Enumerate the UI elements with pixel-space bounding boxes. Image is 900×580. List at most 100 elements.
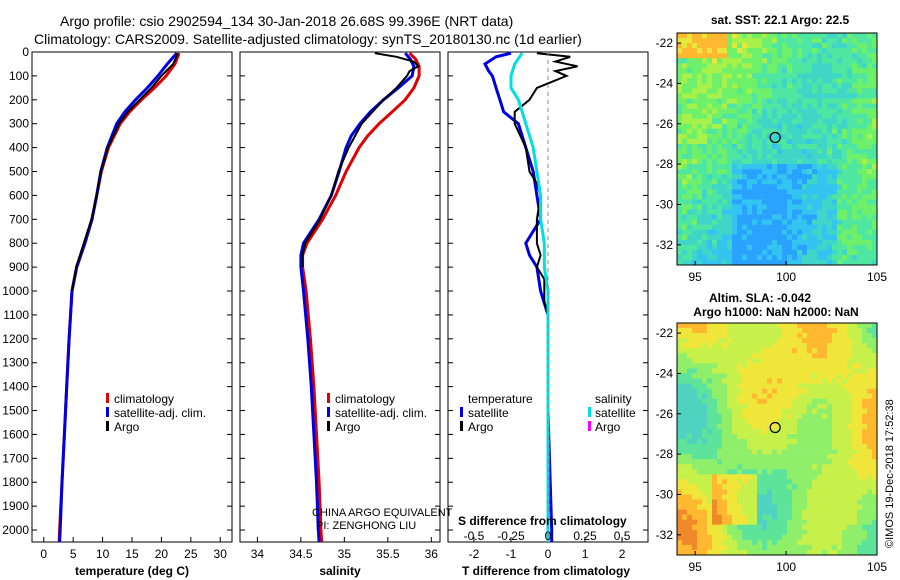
map-cell bbox=[792, 454, 798, 460]
map-cell bbox=[692, 118, 698, 125]
map-cell bbox=[867, 113, 873, 120]
map-cell bbox=[837, 169, 843, 175]
map-y-tick-label: -28 bbox=[656, 157, 674, 171]
map-cell bbox=[677, 474, 683, 480]
map-cell bbox=[707, 138, 713, 145]
map-cell bbox=[852, 123, 858, 130]
map-cell bbox=[687, 244, 693, 251]
map-cell bbox=[852, 204, 858, 210]
map-cell bbox=[842, 524, 848, 531]
map-cell bbox=[742, 229, 748, 236]
map-cell bbox=[787, 174, 793, 180]
map-cell bbox=[732, 408, 738, 415]
sst-map-title: sat. SST: 22.1 Argo: 22.5 bbox=[711, 13, 850, 27]
map-cell bbox=[867, 83, 873, 89]
map-cell bbox=[757, 514, 763, 521]
map-cell bbox=[697, 504, 703, 510]
map-cell bbox=[707, 444, 713, 450]
map-cell bbox=[677, 260, 683, 266]
map-cell bbox=[707, 439, 713, 445]
map-cell bbox=[842, 544, 848, 551]
map-cell bbox=[837, 68, 843, 74]
map-cell bbox=[762, 484, 768, 490]
map-cell bbox=[797, 260, 803, 266]
map-cell bbox=[772, 214, 778, 220]
map-cell bbox=[777, 393, 783, 399]
map-cell bbox=[867, 149, 873, 155]
map-cell bbox=[822, 68, 828, 74]
map-cell bbox=[762, 68, 768, 74]
map-cell bbox=[807, 73, 813, 79]
map-cell bbox=[817, 378, 823, 384]
map-cell bbox=[712, 174, 718, 180]
map-cell bbox=[832, 514, 838, 521]
map-cell bbox=[842, 434, 848, 440]
map-cell bbox=[752, 519, 758, 526]
map-cell bbox=[742, 53, 748, 59]
map-cell bbox=[687, 149, 693, 155]
map-cell bbox=[677, 323, 683, 329]
map-cell bbox=[697, 219, 703, 225]
map-cell bbox=[832, 58, 838, 64]
map-cell bbox=[807, 519, 813, 526]
map-cell bbox=[822, 338, 828, 344]
map-cell bbox=[847, 494, 853, 500]
map-cell bbox=[777, 494, 783, 500]
map-cell bbox=[847, 519, 853, 526]
map-cell bbox=[722, 78, 728, 84]
map-cell bbox=[812, 189, 818, 195]
map-cell bbox=[712, 459, 718, 465]
map-cell bbox=[787, 73, 793, 79]
map-cell bbox=[822, 53, 828, 59]
map-cell bbox=[692, 204, 698, 210]
map-cell bbox=[692, 368, 698, 374]
map-cell bbox=[837, 529, 843, 536]
map-cell bbox=[747, 219, 753, 225]
map-cell bbox=[677, 93, 683, 99]
map-cell bbox=[837, 53, 843, 59]
map-cell bbox=[682, 138, 688, 145]
map-cell bbox=[737, 484, 743, 490]
map-cell bbox=[817, 174, 823, 180]
y-tick-label: 1900 bbox=[2, 499, 29, 513]
map-cell bbox=[727, 133, 733, 140]
map-cell bbox=[852, 434, 858, 440]
map-cell bbox=[687, 550, 693, 556]
map-cell bbox=[727, 88, 733, 94]
map-cell bbox=[767, 68, 773, 74]
map-cell bbox=[687, 413, 693, 420]
map-cell bbox=[847, 499, 853, 505]
map-cell bbox=[862, 544, 868, 551]
map-cell bbox=[827, 214, 833, 220]
map-cell bbox=[802, 393, 808, 399]
map-cell bbox=[717, 214, 723, 220]
map-cell bbox=[787, 244, 793, 251]
map-cell bbox=[827, 169, 833, 175]
map-cell bbox=[822, 469, 828, 475]
map-cell bbox=[767, 464, 773, 470]
map-cell bbox=[742, 164, 748, 170]
map-cell bbox=[777, 539, 783, 546]
map-cell bbox=[797, 494, 803, 500]
map-cell bbox=[782, 544, 788, 551]
map-cell bbox=[722, 133, 728, 140]
map-cell bbox=[847, 78, 853, 84]
map-cell bbox=[757, 353, 763, 359]
map-cell bbox=[857, 133, 863, 140]
imos-watermark: ©IMOS 19-Dec-2018 17:52:38 bbox=[884, 399, 896, 548]
map-cell bbox=[732, 199, 738, 205]
map-cell bbox=[857, 204, 863, 210]
map-cell bbox=[792, 43, 798, 49]
map-cell bbox=[802, 184, 808, 190]
map-cell bbox=[797, 133, 803, 140]
map-cell bbox=[767, 449, 773, 455]
map-cell bbox=[842, 388, 848, 394]
map-cell bbox=[872, 219, 878, 225]
map-cell bbox=[747, 519, 753, 526]
map-cell bbox=[807, 550, 813, 556]
map-cell bbox=[822, 254, 828, 261]
map-cell bbox=[752, 174, 758, 180]
map-cell bbox=[822, 103, 828, 109]
map-cell bbox=[732, 494, 738, 500]
map-cell bbox=[707, 494, 713, 500]
